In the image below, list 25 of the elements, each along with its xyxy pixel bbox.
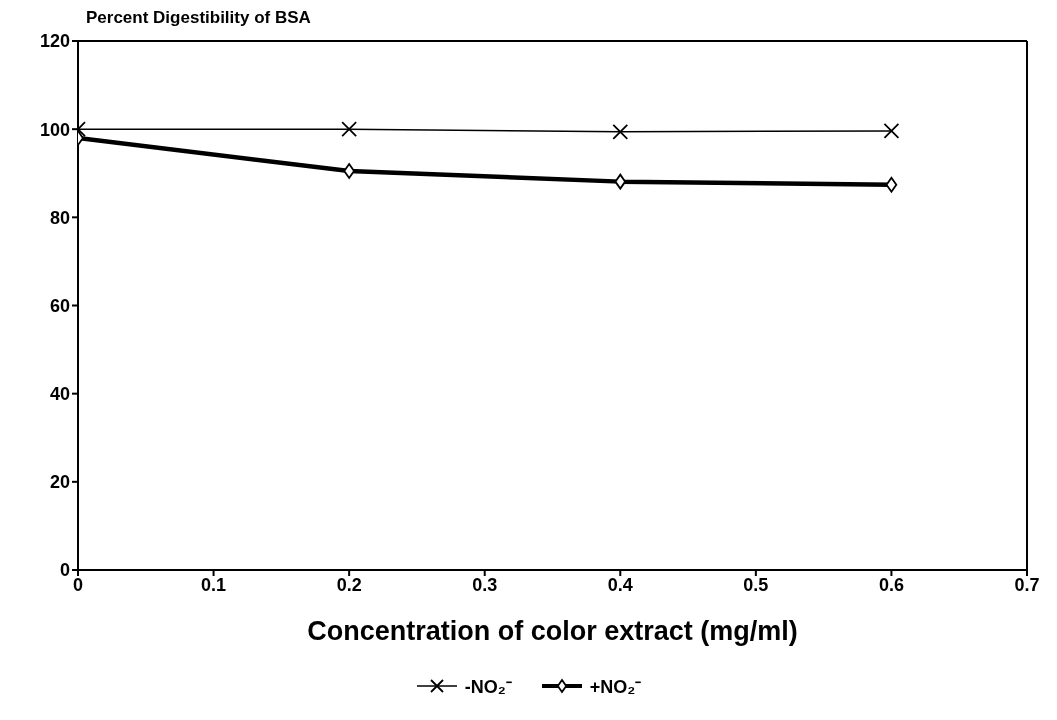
point <box>612 123 629 140</box>
x-tick-label: 0 <box>72 574 84 595</box>
y-tick-label: 0 <box>59 560 70 581</box>
y-axis-title: Percent Digestibility of BSA <box>86 8 312 29</box>
x-tick-label: 0.3 <box>472 574 498 595</box>
point <box>883 123 900 139</box>
y-tick-label: 20 <box>49 472 70 493</box>
y-tick-label: 60 <box>49 295 70 316</box>
y-tick-label: 80 <box>49 207 70 228</box>
x-axis-title: Concentration of color extract (mg/ml) <box>307 616 798 646</box>
y-tick-label: 100 <box>39 119 70 140</box>
x-tick-label: 0.6 <box>878 574 904 595</box>
x-tick-label: 0.4 <box>607 574 633 595</box>
legend-label: +NO₂⁻ <box>589 676 642 698</box>
point <box>614 173 627 190</box>
x-tick-label: 0.7 <box>1014 574 1040 595</box>
x-tick-label: 0.5 <box>743 574 769 595</box>
y-tick-label: 120 <box>39 31 70 52</box>
point <box>885 176 898 193</box>
y-tick-label: 40 <box>49 384 70 405</box>
legend-label: -NO₂⁻ <box>464 676 512 698</box>
point <box>341 121 358 138</box>
x-tick-label: 0.1 <box>201 574 227 595</box>
point <box>343 163 355 179</box>
x-tick-label: 0.2 <box>336 574 362 595</box>
